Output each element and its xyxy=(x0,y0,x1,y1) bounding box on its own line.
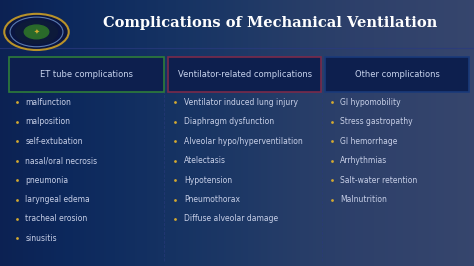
FancyBboxPatch shape xyxy=(168,57,321,92)
Circle shape xyxy=(4,14,69,50)
Text: Atelectasis: Atelectasis xyxy=(184,156,226,165)
Text: ✦: ✦ xyxy=(34,29,39,35)
Text: GI hemorrhage: GI hemorrhage xyxy=(340,137,398,146)
Text: laryngeal edema: laryngeal edema xyxy=(25,195,90,204)
Text: Alveolar hypo/hyperventilation: Alveolar hypo/hyperventilation xyxy=(184,137,303,146)
Text: Diffuse alveolar damage: Diffuse alveolar damage xyxy=(184,214,278,223)
Text: Other complications: Other complications xyxy=(355,70,439,79)
Text: GI hypomobility: GI hypomobility xyxy=(340,98,401,107)
Text: ET tube complications: ET tube complications xyxy=(40,70,133,79)
Text: Salt-water retention: Salt-water retention xyxy=(340,176,418,185)
Text: tracheal erosion: tracheal erosion xyxy=(25,214,87,223)
Text: nasal/oral necrosis: nasal/oral necrosis xyxy=(25,156,97,165)
Text: Ventilator-related complications: Ventilator-related complications xyxy=(178,70,312,79)
Text: sinusitis: sinusitis xyxy=(25,234,57,243)
Text: malfunction: malfunction xyxy=(25,98,71,107)
Text: Arrhythmias: Arrhythmias xyxy=(340,156,388,165)
Circle shape xyxy=(16,20,57,44)
Text: Complications of Mechanical Ventilation: Complications of Mechanical Ventilation xyxy=(103,16,438,30)
Text: Diaphragm dysfunction: Diaphragm dysfunction xyxy=(184,117,274,126)
Text: Ventilator induced lung injury: Ventilator induced lung injury xyxy=(184,98,298,107)
Text: Hypotension: Hypotension xyxy=(184,176,232,185)
Circle shape xyxy=(24,25,49,39)
Text: malposition: malposition xyxy=(25,117,70,126)
FancyBboxPatch shape xyxy=(325,57,469,92)
Text: pneumonia: pneumonia xyxy=(25,176,68,185)
Text: Malnutrition: Malnutrition xyxy=(340,195,387,204)
Text: Pneumothorax: Pneumothorax xyxy=(184,195,240,204)
Text: Stress gastropathy: Stress gastropathy xyxy=(340,117,413,126)
Text: self-extubation: self-extubation xyxy=(25,137,82,146)
FancyBboxPatch shape xyxy=(9,57,164,92)
